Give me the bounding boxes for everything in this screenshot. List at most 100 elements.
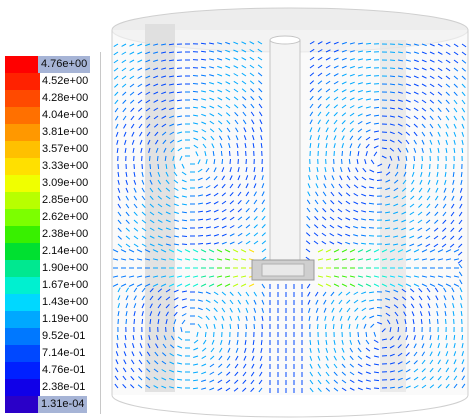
vector-arrow (341, 339, 344, 345)
vector-arrow (445, 283, 452, 287)
vector-arrow (381, 338, 387, 341)
vector-arrow (459, 287, 463, 293)
vector-arrow (237, 232, 243, 237)
vector-arrow (221, 217, 227, 221)
vector-arrow (130, 375, 135, 381)
legend-swatch (5, 175, 40, 192)
vector-arrow (205, 201, 211, 205)
vector-arrow (177, 139, 183, 143)
vector-arrow (165, 219, 171, 223)
vector-arrow (381, 275, 388, 278)
vector-arrow (137, 83, 143, 88)
vector-arrow (434, 219, 439, 224)
vector-arrow (122, 99, 127, 104)
vector-arrow (253, 199, 258, 205)
vector-arrow (354, 315, 359, 321)
vector-arrow (426, 195, 431, 201)
vector-arrow (325, 41, 331, 45)
vector-arrow (176, 249, 183, 253)
vector-arrow (154, 360, 159, 365)
vector-arrow (165, 235, 171, 238)
vector-arrow (225, 41, 231, 45)
vector-arrow (389, 353, 395, 357)
vector-arrow (316, 167, 319, 173)
vector-arrow (168, 249, 175, 253)
vector-arrow (418, 287, 423, 293)
vector-arrow (373, 258, 380, 261)
vector-arrow (245, 299, 249, 305)
legend-label: 3.81e+00 (42, 126, 89, 138)
vector-arrow (125, 179, 128, 185)
vector-arrow (308, 315, 311, 321)
vector-arrow (325, 88, 331, 93)
legend-swatch (5, 226, 40, 243)
vector-arrow (201, 58, 207, 61)
vector-arrow (249, 49, 255, 53)
vector-arrow (259, 119, 263, 125)
vector-arrow (130, 359, 135, 365)
vector-arrow (165, 179, 170, 185)
vector-arrow (232, 258, 239, 261)
vector-arrow (201, 106, 207, 109)
vector-arrow (248, 249, 255, 253)
vector-arrow (193, 144, 199, 149)
vector-arrow (253, 240, 259, 245)
vector-arrow (393, 289, 399, 293)
vector-arrow (321, 224, 327, 229)
vector-arrow (357, 331, 359, 338)
vector-arrow (261, 307, 264, 313)
vector-arrow (445, 123, 449, 129)
vector-arrow (453, 334, 456, 341)
vector-arrow (357, 66, 364, 69)
vector-arrow (333, 283, 340, 287)
vector-arrow (221, 225, 227, 229)
vector-arrow (128, 249, 135, 253)
vector-arrow (176, 258, 183, 261)
vector-arrow (427, 179, 431, 185)
vector-arrow (453, 283, 460, 287)
vector-arrow (192, 83, 199, 85)
vector-arrow (461, 139, 464, 146)
vector-arrow (341, 81, 347, 85)
vector-arrow (146, 368, 151, 373)
vector-arrow (419, 311, 423, 317)
vector-arrow (421, 163, 423, 170)
vector-arrow (461, 131, 465, 137)
vector-arrow (137, 91, 143, 96)
vector-arrow (157, 163, 160, 170)
vector-arrow (157, 303, 162, 309)
vector-arrow (317, 143, 320, 149)
legend-entry: 2.38e+00 (0, 226, 100, 243)
vector-arrow (349, 379, 355, 384)
vector-arrow (114, 91, 119, 96)
vector-arrow (365, 331, 368, 337)
vector-arrow (357, 355, 363, 360)
vector-arrow (349, 58, 355, 61)
vector-arrow (397, 369, 403, 373)
legend-swatch (5, 90, 40, 107)
vector-arrow (217, 42, 223, 45)
vector-arrow (125, 227, 130, 232)
vector-arrow (329, 208, 335, 213)
vector-arrow (437, 275, 444, 278)
legend-label: 2.14e+00 (42, 245, 89, 257)
vector-arrow (173, 304, 179, 309)
vector-arrow (361, 210, 367, 213)
vector-arrow (425, 243, 431, 248)
vector-arrow (213, 201, 219, 205)
vector-arrow (411, 311, 415, 317)
vector-arrow (369, 186, 375, 189)
vector-arrow (332, 315, 335, 321)
vector-arrow (157, 235, 163, 239)
vector-arrow (453, 258, 460, 261)
vector-arrow (153, 99, 159, 103)
vector-arrow (217, 65, 223, 69)
vector-arrow (421, 283, 428, 287)
vector-arrow (354, 175, 359, 181)
vector-arrow (113, 43, 119, 48)
vector-arrow (370, 323, 375, 328)
vector-arrow (413, 75, 419, 79)
vector-arrow (241, 64, 247, 69)
vector-arrow (444, 171, 447, 177)
vector-arrow (137, 67, 143, 71)
